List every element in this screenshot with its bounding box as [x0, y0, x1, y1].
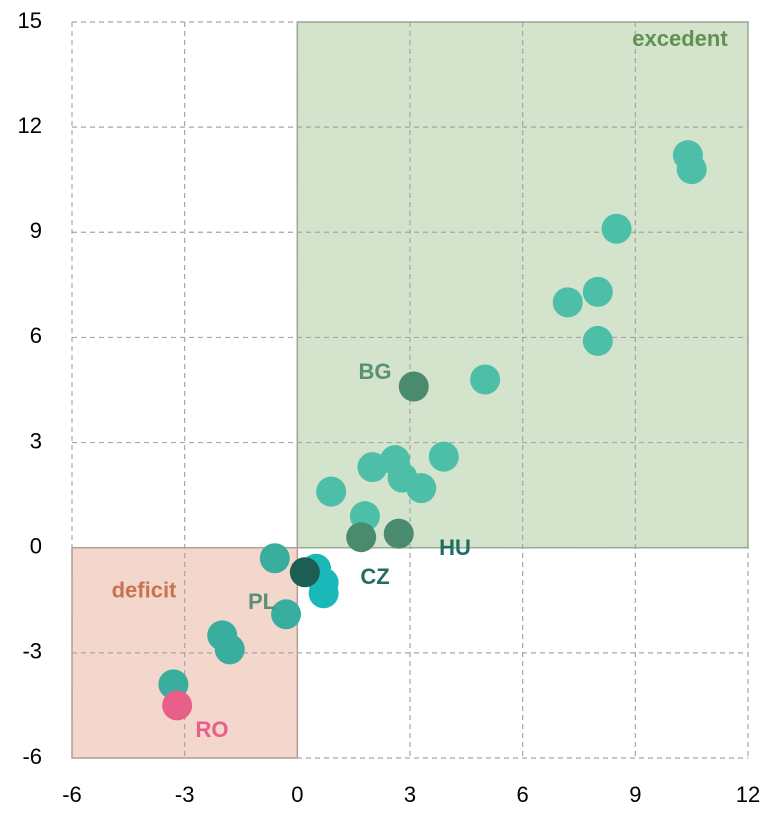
point — [582, 325, 613, 356]
annotation: RO — [196, 717, 229, 742]
point — [601, 213, 632, 244]
point — [406, 473, 437, 504]
region-label: deficit — [112, 578, 177, 603]
point — [308, 578, 339, 609]
x-tick-label: -6 — [62, 782, 82, 807]
y-tick-label: 0 — [30, 534, 42, 559]
y-tick-label: 3 — [30, 428, 42, 453]
x-tick-label: 0 — [291, 782, 303, 807]
x-tick-label: 3 — [404, 782, 416, 807]
point — [289, 557, 320, 588]
point — [428, 441, 459, 472]
annotation: CZ — [360, 564, 389, 589]
x-tick-label: 12 — [736, 782, 760, 807]
y-tick-label: -6 — [22, 744, 42, 769]
x-tick-label: 6 — [517, 782, 529, 807]
y-tick-label: -3 — [22, 639, 42, 664]
point — [316, 476, 347, 507]
point — [383, 518, 414, 549]
y-tick-label: 9 — [30, 218, 42, 243]
x-tick-label: 9 — [629, 782, 641, 807]
point — [398, 371, 429, 402]
point — [582, 276, 613, 307]
annotation: BG — [359, 359, 392, 384]
annotation: PL — [248, 589, 276, 614]
y-tick-label: 6 — [30, 323, 42, 348]
point — [470, 364, 501, 395]
point — [357, 452, 388, 483]
point — [676, 154, 707, 185]
point — [346, 522, 377, 553]
point — [214, 634, 245, 665]
x-tick-label: -3 — [175, 782, 195, 807]
point — [259, 543, 290, 574]
y-tick-label: 15 — [18, 8, 42, 33]
region-label: excedent — [632, 26, 728, 51]
annotation: HU — [439, 535, 471, 560]
point — [552, 287, 583, 318]
y-tick-label: 12 — [18, 113, 42, 138]
point — [162, 690, 193, 721]
point — [271, 599, 302, 630]
